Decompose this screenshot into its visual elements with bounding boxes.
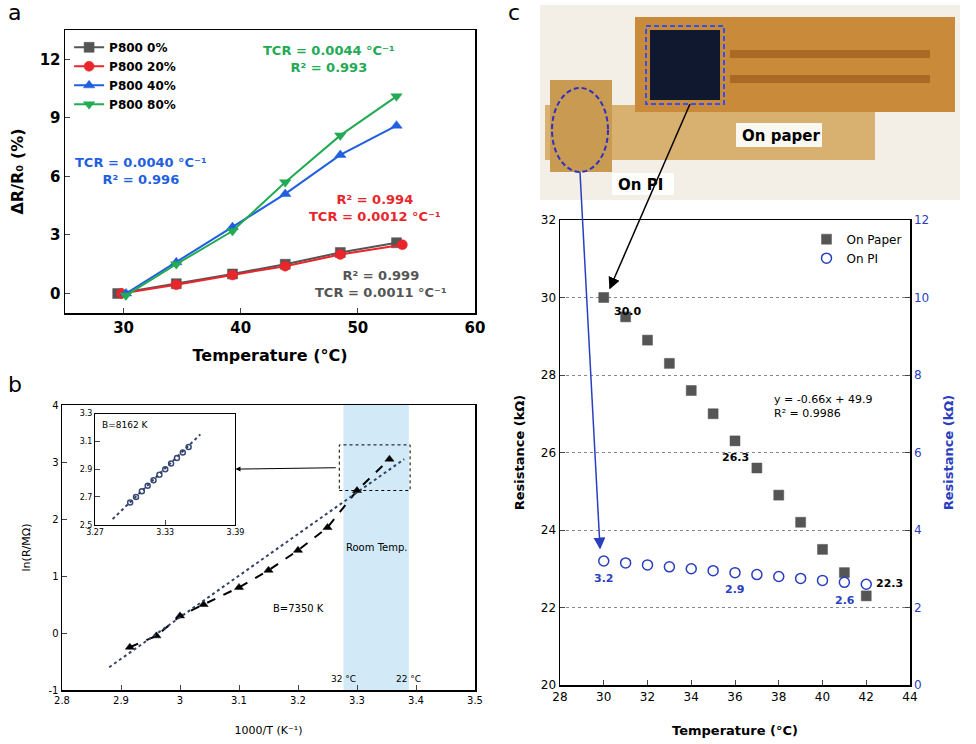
svg-text:0: 0	[50, 285, 60, 303]
svg-text:4: 4	[52, 400, 58, 411]
svg-text:38: 38	[771, 690, 786, 704]
svg-text:3.3: 3.3	[349, 695, 365, 706]
svg-text:6: 6	[914, 446, 922, 460]
svg-text:22 °C: 22 °C	[396, 674, 421, 684]
svg-text:B=8162 K: B=8162 K	[102, 420, 148, 430]
svg-text:Resistance (kΩ): Resistance (kΩ)	[941, 395, 956, 511]
svg-text:2.6: 2.6	[835, 594, 855, 607]
svg-text:8: 8	[914, 368, 922, 382]
svg-text:10: 10	[914, 291, 929, 305]
svg-text:30: 30	[596, 690, 611, 704]
svg-text:2: 2	[914, 601, 922, 615]
svg-text:3.27: 3.27	[86, 528, 104, 537]
svg-text:B=7350 K: B=7350 K	[273, 603, 324, 614]
svg-text:32 °C: 32 °C	[331, 674, 356, 684]
svg-text:4: 4	[914, 523, 922, 537]
svg-text:On paper: On paper	[742, 127, 820, 145]
svg-text:P800 80%: P800 80%	[109, 98, 176, 112]
svg-text:36: 36	[727, 690, 742, 704]
svg-text:12: 12	[40, 51, 61, 69]
svg-text:3.2: 3.2	[594, 572, 614, 585]
svg-text:12: 12	[914, 213, 929, 227]
svg-text:1: 1	[52, 571, 58, 582]
svg-text:Temperature (°C): Temperature (°C)	[192, 346, 347, 365]
svg-text:28: 28	[552, 690, 567, 704]
svg-text:60: 60	[465, 319, 486, 337]
svg-text:40: 40	[815, 690, 830, 704]
svg-text:3: 3	[52, 457, 58, 468]
svg-text:ln(R/MΩ): ln(R/MΩ)	[20, 524, 33, 572]
svg-text:3.4: 3.4	[408, 695, 424, 706]
svg-text:40: 40	[230, 319, 251, 337]
svg-text:3.5: 3.5	[467, 695, 483, 706]
svg-text:3.1: 3.1	[80, 437, 93, 446]
svg-text:34: 34	[684, 690, 699, 704]
svg-text:TCR = 0.0044 °C⁻¹R² = 0.993: TCR = 0.0044 °C⁻¹R² = 0.993	[263, 43, 395, 75]
svg-text:1000/T (K⁻¹): 1000/T (K⁻¹)	[235, 724, 303, 737]
svg-text:22.3: 22.3	[876, 577, 903, 590]
svg-text:3.3: 3.3	[80, 409, 93, 418]
svg-text:-1: -1	[49, 685, 59, 696]
svg-text:30: 30	[541, 291, 556, 305]
svg-text:3.33: 3.33	[156, 528, 174, 537]
svg-text:26: 26	[541, 446, 556, 460]
svg-text:2.9: 2.9	[80, 465, 93, 474]
svg-text:R² = 0.994TCR = 0.0012 °C⁻¹: R² = 0.994TCR = 0.0012 °C⁻¹	[309, 192, 441, 224]
svg-text:3.2: 3.2	[290, 695, 306, 706]
svg-text:24: 24	[541, 523, 556, 537]
svg-text:3.1: 3.1	[231, 695, 247, 706]
svg-text:3.39: 3.39	[227, 528, 245, 537]
svg-text:0: 0	[914, 678, 922, 692]
svg-text:20: 20	[541, 678, 556, 692]
svg-text:42: 42	[859, 690, 874, 704]
svg-text:On Paper: On Paper	[847, 233, 902, 247]
svg-text:On PI: On PI	[618, 176, 663, 194]
svg-text:32: 32	[640, 690, 655, 704]
svg-text:22: 22	[541, 601, 556, 615]
svg-text:TCR = 0.0040 °C⁻¹R² = 0.996: TCR = 0.0040 °C⁻¹R² = 0.996	[75, 155, 207, 187]
svg-text:2.7: 2.7	[80, 493, 93, 502]
svg-text:26.3: 26.3	[722, 451, 749, 464]
svg-text:Resistance (kΩ): Resistance (kΩ)	[512, 395, 527, 511]
svg-text:2.8: 2.8	[54, 695, 70, 706]
html-text:c: c	[508, 0, 521, 25]
svg-text:On PI: On PI	[847, 252, 879, 266]
svg-text:Room Temp.: Room Temp.	[346, 542, 407, 553]
svg-text:28: 28	[541, 368, 556, 382]
svg-text:9: 9	[50, 109, 60, 127]
svg-text:P800 20%: P800 20%	[109, 60, 176, 74]
html-text:b: b	[8, 372, 22, 397]
svg-text:50: 50	[347, 319, 368, 337]
svg-text:32: 32	[541, 213, 556, 227]
svg-text:30: 30	[113, 319, 134, 337]
svg-text:y = -0.66x + 49.9R² = 0.9986: y = -0.66x + 49.9R² = 0.9986	[774, 393, 872, 420]
svg-text:2: 2	[52, 514, 58, 525]
svg-text:P800 0%: P800 0%	[109, 41, 167, 55]
svg-text:30.0: 30.0	[614, 305, 641, 318]
html-text:a: a	[8, 0, 22, 25]
svg-text:Temperature (°C): Temperature (°C)	[672, 723, 798, 738]
svg-text:ΔR/R₀ (%): ΔR/R₀ (%)	[8, 128, 27, 214]
svg-text:6: 6	[50, 168, 60, 186]
svg-text:2.9: 2.9	[725, 583, 745, 596]
svg-text:44: 44	[902, 690, 917, 704]
svg-text:3: 3	[50, 226, 60, 244]
svg-text:2.5: 2.5	[80, 521, 93, 530]
svg-text:P800 40%: P800 40%	[109, 79, 176, 93]
svg-text:3: 3	[177, 695, 183, 706]
svg-text:2.9: 2.9	[113, 695, 129, 706]
svg-text:R² = 0.999TCR = 0.0011 °C⁻¹: R² = 0.999TCR = 0.0011 °C⁻¹	[315, 268, 447, 300]
svg-text:0: 0	[52, 628, 58, 639]
